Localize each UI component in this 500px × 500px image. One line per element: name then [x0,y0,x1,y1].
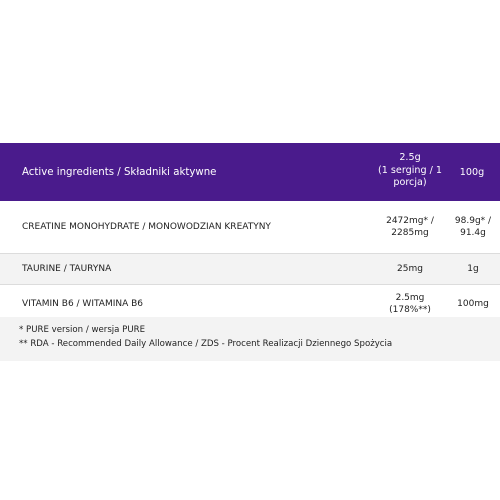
ingredient-name: CREATINE MONOHYDRATE / MONOWODZIAN KREAT… [22,222,271,232]
serving-value: 2.5mg (178%**) [372,285,448,322]
header-serving-label: 2.5g (1 serging / 1 porcja) [372,152,448,190]
table-row: CREATINE MONOHYDRATE / MONOWODZIAN KREAT… [0,201,500,254]
header-serving-line3: porcja) [393,177,427,188]
header-per100-label: 100g [459,166,485,178]
header-serving-line1: 2.5g [399,152,421,163]
serving-value-line2: (178%**) [389,304,431,315]
serving-value: 2472mg* / 2285mg [372,201,448,253]
per100-value: 1g [450,254,496,284]
header-serving-line2: (1 serging / 1 [378,164,442,176]
serving-value-line1: 2472mg* / [386,216,434,226]
serving-value-line2: 2285mg [391,228,429,238]
table-row: TAURINE / TAURYNA 25mg 1g [0,254,500,285]
serving-value: 25mg [372,254,448,284]
footnotes: * PURE version / wersja PURE ** RDA - Re… [0,317,500,361]
ingredient-name: TAURINE / TAURYNA [22,264,112,274]
ingredient-name: VITAMIN B6 / WITAMINA B6 [22,298,144,309]
per100-value: 100mg [450,285,496,322]
per100-value: 98.9g* / 91.4g [450,201,496,253]
serving-value-line1: 25mg [397,264,423,274]
per100-value-line2: 91.4g [460,228,486,238]
table-header: Active ingredients / Składniki aktywne 2… [0,143,500,201]
per100-value-line1: 98.9g* / [454,216,492,226]
ingredients-table: Active ingredients / Składniki aktywne 2… [0,143,500,323]
footnote-rda: ** RDA - Recommended Daily Allowance / Z… [19,339,393,349]
per100-value-line1: 100mg [457,298,489,309]
footnote-pure: * PURE version / wersja PURE [19,325,146,335]
serving-value-line1: 2.5mg [395,292,425,303]
per100-value-line1: 1g [467,264,479,274]
header-ingredients-label: Active ingredients / Składniki aktywne [22,166,217,178]
